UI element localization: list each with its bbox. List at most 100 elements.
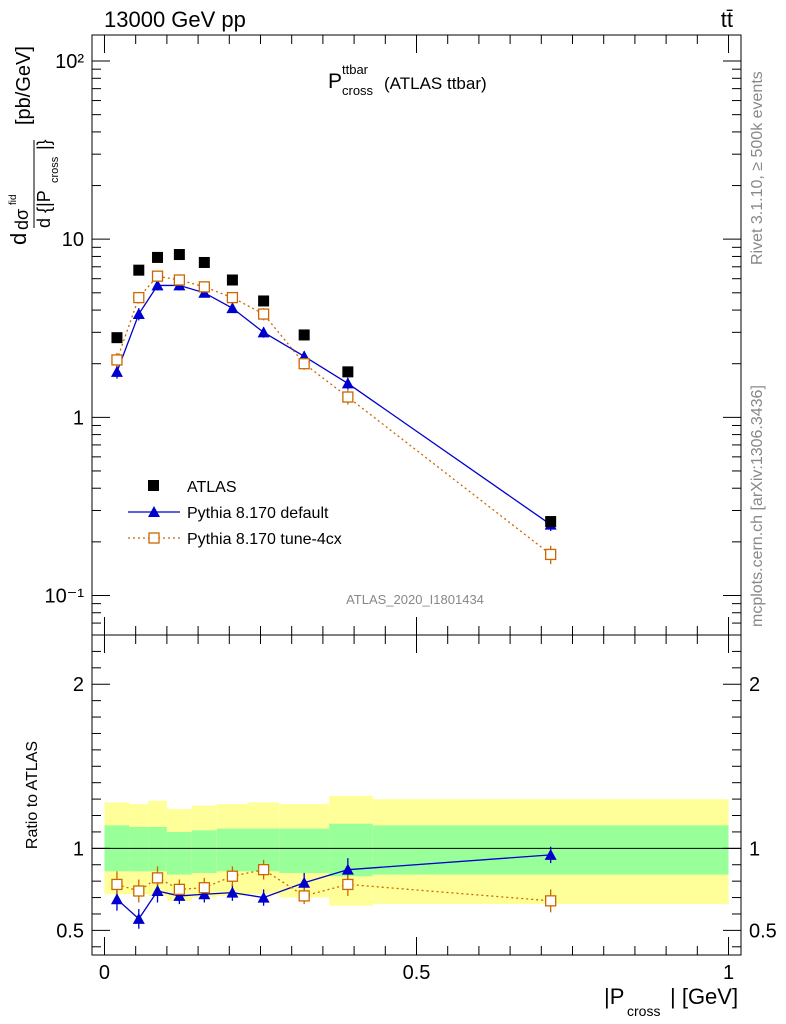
main-point-atlas (152, 251, 164, 263)
main-y-tick-label: 10 (62, 229, 84, 251)
ratio-point-tune (545, 895, 557, 907)
rivet-label: Rivet 3.1.10, ≥ 500k events (749, 71, 766, 265)
x-label-sub: cross (627, 1003, 660, 1019)
ratio-band-inner (191, 830, 217, 873)
main-point-atlas (342, 366, 354, 378)
main-point-tune (226, 291, 239, 304)
ratio-point-tune (173, 883, 186, 896)
main-title-sub: cross (342, 83, 374, 98)
legend-label-tune: Pythia 8.170 tune-4cx (187, 531, 342, 548)
ratio-point-default (226, 886, 239, 898)
main-point-default (341, 377, 354, 389)
main-point-tune (298, 358, 310, 370)
main-y-tick-label: 1 (73, 407, 84, 429)
ratio-y-tick-label-right: 2 (749, 674, 760, 696)
main-point-tune (151, 270, 164, 282)
svg-text:dσ: dσ (12, 209, 32, 230)
x-label-rest: | [GeV] (670, 984, 738, 1009)
svg-text:d: d (6, 233, 31, 245)
ratio-band-inner (329, 823, 373, 877)
energy-label: 13000 GeV pp (104, 7, 246, 32)
main-title-main: P (328, 70, 342, 93)
ratio-band-inner (166, 831, 192, 875)
main-point-atlas (198, 256, 210, 268)
main-point-atlas (545, 516, 557, 528)
main-title-rest: (ATLAS ttbar) (384, 74, 487, 93)
ratio-y-tick-label-right: 0.5 (749, 920, 777, 942)
x-tick-label: 1 (723, 962, 734, 984)
main-point-atlas (111, 332, 123, 344)
main-point-tune (545, 548, 557, 561)
ratio-point-default (151, 885, 164, 896)
x-label-main: |P (604, 984, 624, 1009)
ratio-point-default (298, 876, 311, 888)
main-line-default (116, 284, 552, 526)
ratio-y-tick-label: 1 (73, 838, 84, 860)
main-point-default (151, 279, 164, 291)
chart-marks: 10⁻¹ 1 10 10² 0.5 0.5 1 1 2 2 0 0.5 1 (45, 34, 777, 984)
ratio-band-inner (279, 828, 330, 873)
ratio-point-tune (151, 872, 164, 884)
main-point-default (132, 308, 145, 320)
x-axis-label: |P cross | [GeV] (604, 984, 738, 1019)
svg-text:|}: |} (34, 139, 54, 150)
ratio-point-tune (133, 885, 145, 897)
ratio-point-default (544, 848, 557, 860)
ratio-ylabel: Ratio to ATLAS (24, 741, 41, 849)
ratio-point-default (110, 893, 123, 905)
mcplots-label: mcplots.cern.ch [arXiv:1306.3436] (749, 385, 766, 627)
legend: ATLAS Pythia 8.170 default Pythia 8.170 … (128, 479, 342, 548)
ratio-point-tune (226, 870, 239, 882)
svg-text:[pb/GeV]: [pb/GeV] (13, 46, 35, 125)
ratio-y-tick-label: 0.5 (56, 920, 84, 942)
main-y-tick-label: 10² (55, 51, 84, 73)
main-y-tick-label: 10⁻¹ (45, 585, 85, 607)
main-point-atlas (226, 274, 238, 286)
ratio-point-default (257, 891, 270, 903)
main-line-tune (116, 275, 552, 555)
main-point-tune (111, 354, 123, 366)
svg-text:cross: cross (49, 156, 61, 183)
x-tick-label: 0.5 (403, 962, 431, 984)
ratio-line-tune (116, 868, 551, 902)
ratio-y-tick-label-right: 1 (749, 838, 760, 860)
ratio-frame (91, 634, 742, 956)
main-point-tune (342, 391, 354, 403)
ratio-point-tune (298, 890, 310, 902)
main-point-atlas (258, 295, 270, 307)
ratio-point-tune (257, 864, 270, 876)
main-point-default (110, 365, 123, 377)
ratio-band-inner (148, 827, 167, 872)
process-label: tt̄ (721, 7, 733, 32)
main-title: P ttbar cross (ATLAS ttbar) (328, 62, 487, 98)
legend-label-default: Pythia 8.170 default (187, 505, 329, 522)
main-point-tune (198, 281, 210, 293)
ratio-point-default (132, 912, 145, 924)
legend-label-atlas: ATLAS (187, 479, 237, 496)
ratio-y-tick-label: 2 (73, 674, 84, 696)
ratio-point-default (173, 889, 186, 901)
ratio-point-default (341, 863, 354, 875)
svg-text:d {|P: d {|P (34, 190, 54, 228)
main-point-atlas (173, 249, 185, 261)
ratio-point-tune (198, 882, 210, 894)
main-point-default (257, 326, 270, 338)
x-tick-label: 0 (99, 962, 110, 984)
main-title-sup: ttbar (342, 62, 369, 77)
ratio-point-tune (111, 878, 123, 891)
ratio-band-inner (216, 828, 249, 872)
ratio-band-inner (129, 827, 149, 872)
ratio-point-tune (342, 878, 354, 891)
ratio-point-default (198, 888, 211, 900)
ratio-line-default (116, 854, 551, 920)
main-point-tune (173, 274, 186, 286)
main-point-atlas (298, 329, 310, 341)
main-point-tune (133, 291, 145, 304)
svg-text:fid: fid (8, 194, 19, 205)
main-ylabel: d dσ fid d {|P cross |} [pb/GeV] (6, 46, 61, 245)
analysis-watermark: ATLAS_2020_I1801434 (346, 592, 484, 607)
legend-marker-atlas (148, 480, 159, 491)
main-point-tune (257, 308, 270, 320)
legend-marker-tune (148, 532, 160, 544)
